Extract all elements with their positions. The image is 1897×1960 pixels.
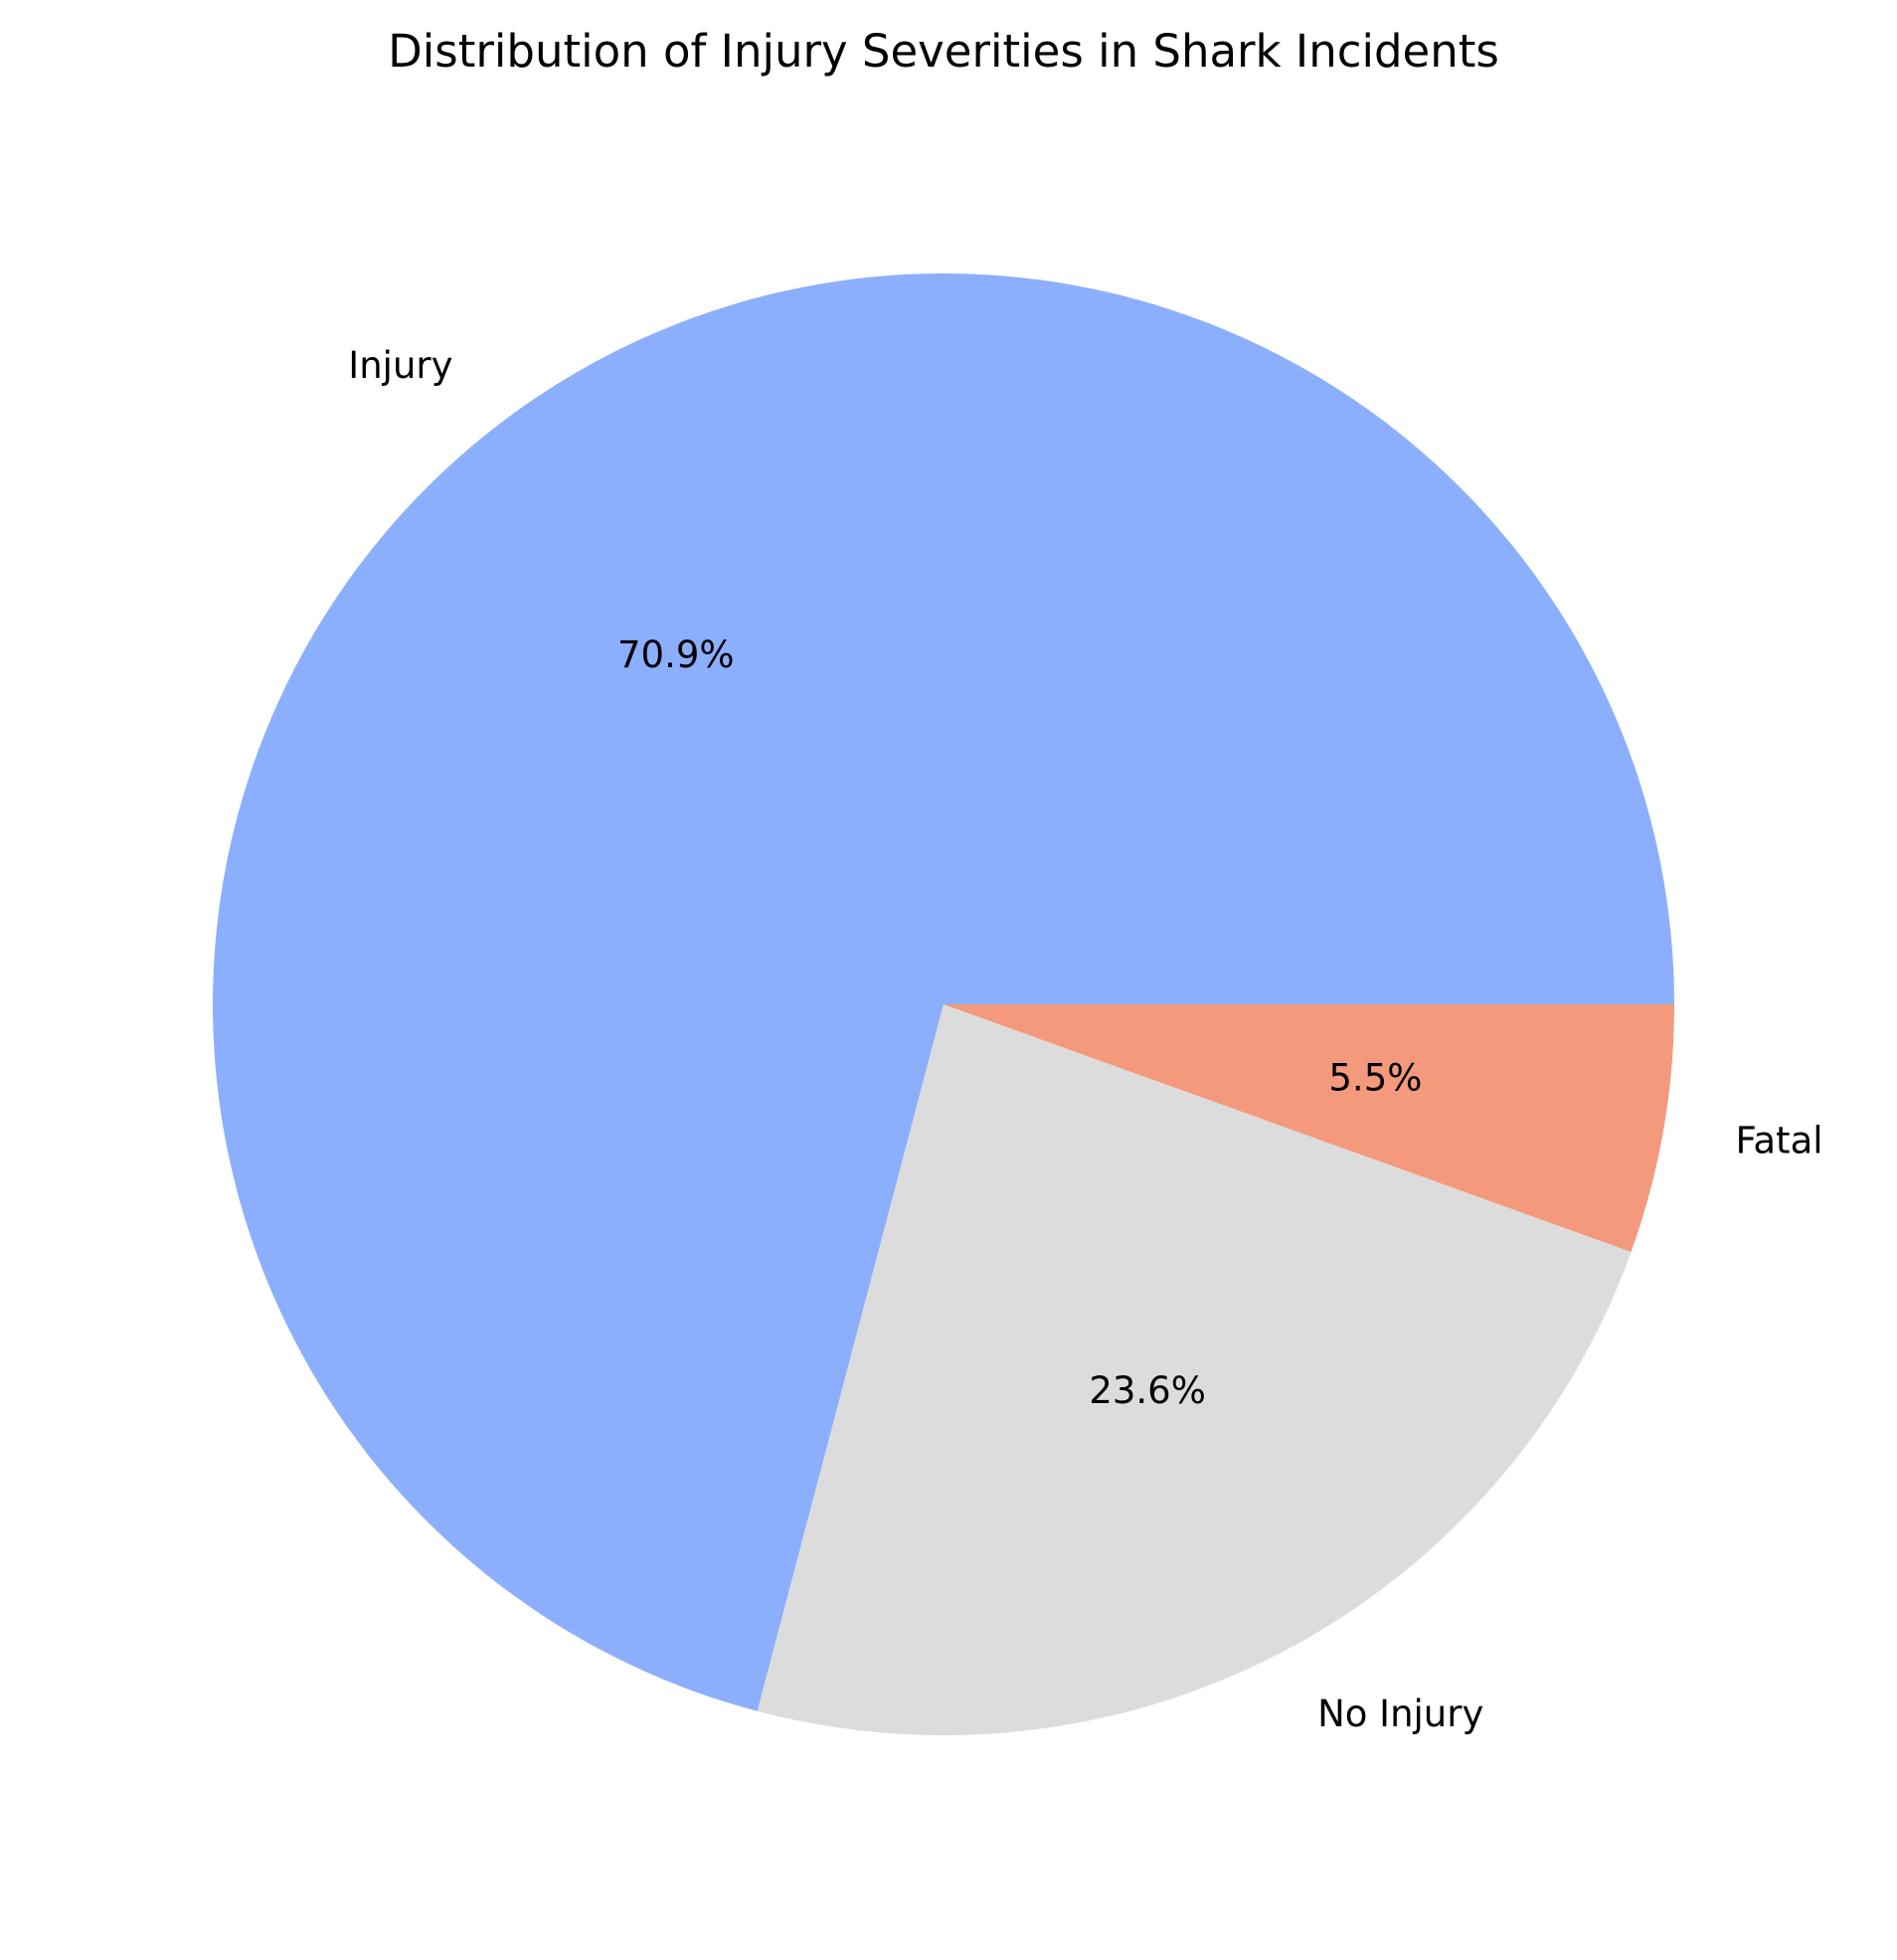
slice-label: Fatal — [1736, 1120, 1823, 1162]
slice-percent-label: 5.5% — [1328, 1056, 1422, 1099]
pie-slices — [213, 273, 1675, 1736]
slice-label: Injury — [348, 344, 452, 387]
slice-label: No Injury — [1317, 1693, 1483, 1735]
pie-slice-fatal — [944, 1004, 1674, 1252]
pie-slice-injury — [213, 273, 1675, 1711]
pie-labels: Injury 70.9% No Injury 23.6% Fatal 5.5% — [348, 344, 1822, 1735]
chart-title: Distribution of Injury Severities in Sha… — [388, 25, 1499, 78]
slice-percent-label: 70.9% — [617, 633, 735, 676]
slice-percent-label: 23.6% — [1089, 1369, 1206, 1412]
pie-slice-no-injury — [757, 1004, 1632, 1736]
